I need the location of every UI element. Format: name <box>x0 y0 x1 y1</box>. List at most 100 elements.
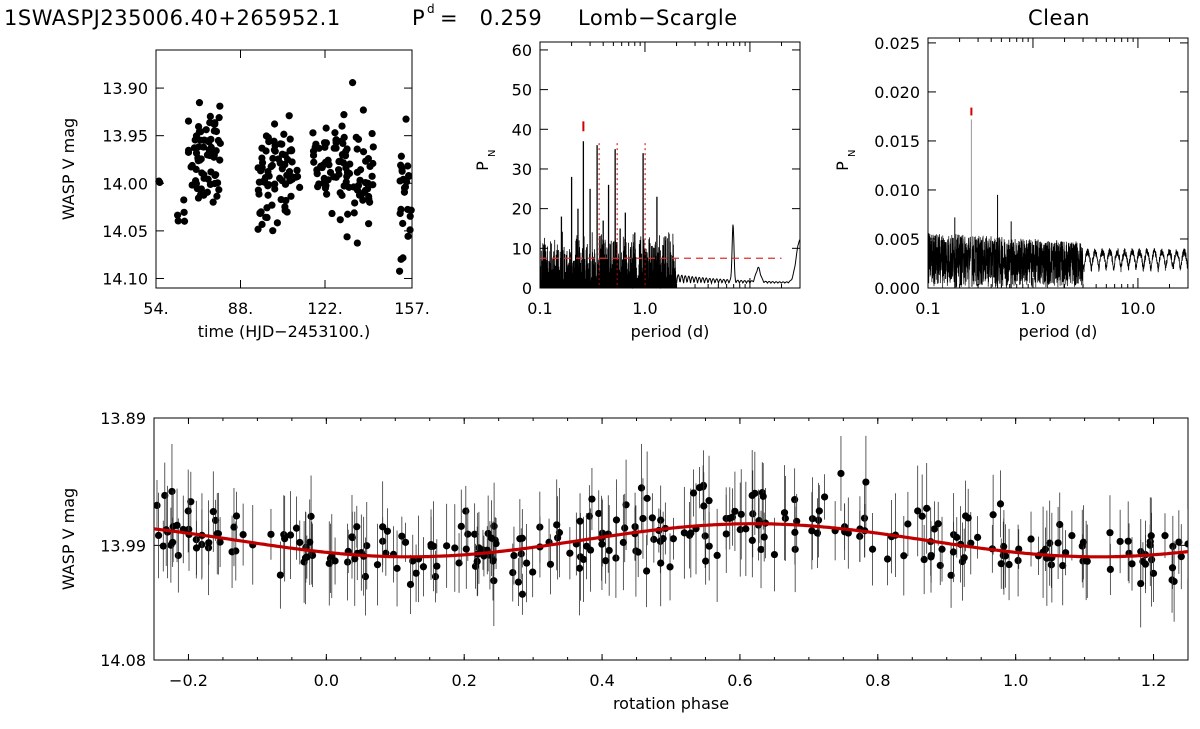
data-point <box>353 168 361 176</box>
data-point <box>195 99 204 107</box>
data-point <box>174 551 182 560</box>
data-point <box>338 191 346 199</box>
data-point <box>343 168 352 176</box>
y-tick-label: 60 <box>512 41 532 60</box>
data-point <box>306 538 314 546</box>
data-point <box>1068 531 1076 540</box>
data-point <box>338 122 346 130</box>
data-point <box>395 267 404 275</box>
x-tick-label: 1.0 <box>632 299 657 318</box>
data-point <box>215 114 223 122</box>
data-point <box>431 572 440 581</box>
data-point <box>353 523 361 531</box>
y-tick-label: 0.025 <box>874 34 920 53</box>
data-point <box>274 155 283 163</box>
data-point <box>339 139 347 148</box>
data-point <box>180 217 189 225</box>
data-point <box>154 531 163 540</box>
plot-frame <box>155 49 413 289</box>
data-point <box>362 157 370 165</box>
data-point <box>464 530 472 538</box>
data-point <box>405 172 413 180</box>
data-point <box>280 130 288 138</box>
data-point <box>258 220 266 229</box>
x-tick-label: 1.0 <box>1020 299 1045 318</box>
data-point <box>330 144 338 152</box>
data-point <box>510 551 518 560</box>
data-point <box>369 159 377 168</box>
data-point <box>331 129 339 137</box>
data-point <box>1177 553 1185 561</box>
data-point <box>197 185 205 193</box>
data-point <box>206 151 214 160</box>
data-point <box>398 167 406 175</box>
y-tick-label: 0.010 <box>874 181 920 200</box>
data-point <box>1005 560 1013 569</box>
data-point <box>184 507 192 515</box>
data-point <box>361 572 370 581</box>
data-point <box>923 504 931 512</box>
data-point <box>1175 538 1183 546</box>
data-point <box>1027 535 1035 543</box>
data-point <box>215 186 223 194</box>
data-point <box>900 552 908 560</box>
data-point <box>342 147 350 156</box>
data-point <box>639 514 647 523</box>
clean-spectrum <box>927 233 1189 288</box>
data-point <box>837 469 845 478</box>
x-axis-label: rotation phase <box>613 694 729 713</box>
data-point <box>451 544 459 552</box>
data-point <box>509 568 517 577</box>
data-point <box>471 530 479 538</box>
data-point <box>759 492 767 500</box>
data-point <box>359 106 367 114</box>
data-point <box>340 111 348 119</box>
y-tick-label: 0.020 <box>874 83 920 102</box>
data-point <box>213 192 221 200</box>
data-point <box>320 174 328 183</box>
data-point <box>369 143 377 151</box>
data-point <box>354 135 363 143</box>
data-point <box>1147 532 1155 540</box>
data-point <box>273 219 281 227</box>
data-point <box>705 497 713 505</box>
data-point <box>319 161 328 169</box>
data-point <box>379 523 387 531</box>
data-point <box>401 538 410 546</box>
data-point <box>598 540 606 548</box>
data-point <box>286 177 294 185</box>
data-point <box>196 191 205 199</box>
y-tick-label: 14.00 <box>102 174 148 193</box>
data-point <box>336 216 344 224</box>
data-point <box>154 501 161 509</box>
data-point <box>343 233 351 241</box>
data-point <box>307 512 315 520</box>
data-point <box>700 502 708 510</box>
x-tick-label: 0.8 <box>865 671 890 690</box>
data-point <box>397 152 405 160</box>
y-tick-label: 10 <box>512 239 532 258</box>
data-point <box>702 557 710 565</box>
x-tick-label: 0.0 <box>314 671 339 690</box>
y-tick-label: 0.000 <box>874 279 920 298</box>
data-point <box>553 521 561 529</box>
data-point <box>1116 537 1124 546</box>
data-point <box>770 550 779 559</box>
data-point <box>576 517 584 525</box>
y-tick-label: 13.89 <box>100 409 146 428</box>
data-point <box>669 535 677 543</box>
data-point <box>270 120 279 128</box>
data-point <box>363 542 371 550</box>
y-tick-label: 30 <box>512 160 532 179</box>
lightcurve-panel: 54. 88. 122. 157. 13.90 13.95 14.00 14.05 14.10 t… <box>59 49 430 341</box>
data-point <box>292 524 301 532</box>
data-point <box>462 507 470 515</box>
data-point <box>328 209 336 218</box>
data-point <box>749 510 757 518</box>
data-point <box>264 191 272 199</box>
data-point <box>1106 529 1114 537</box>
data-point <box>192 544 201 552</box>
data-point <box>349 79 357 87</box>
data-point <box>575 564 584 572</box>
data-point <box>883 555 892 563</box>
